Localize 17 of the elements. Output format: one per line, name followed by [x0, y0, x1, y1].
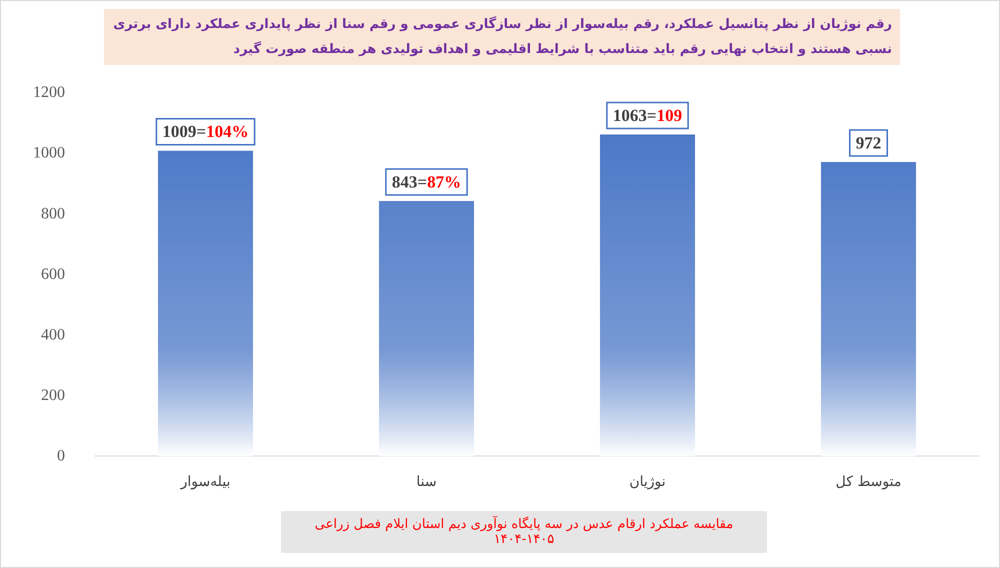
text: مقایسه عملکرد ارقام عدس در سه پایگاه نوآوری دیم استان ایلام فصل زراعی ۱۴۰۵-۱۴۰۴	[281, 511, 767, 553]
y-tick-label: 1200	[33, 84, 65, 102]
x-tick-label: سنا	[416, 474, 437, 490]
chart-title: رقم نوژیان از نظر پتانسیل عملکرد، رقم بیله‌سوار از نظر سازگاری عمومی و رقم سنا از نظر پایداری عملکرد دارای برتری نسبی هستند و انتخاب نهایی رقم باید متناسب با شرایط اقلیمی و اهداف تولیدی هر منطقه صورت گیرد	[104, 9, 900, 65]
y-tick-label: 1000	[33, 144, 65, 162]
y-tick-label: 800	[41, 205, 65, 222]
x-tick-label: متوسط کل	[836, 474, 902, 490]
data-label: 1063=109	[612, 106, 682, 125]
data-label: 1009=104%	[162, 122, 249, 142]
x-tick-label: نوژیان	[629, 474, 666, 490]
data-label: 972	[856, 133, 882, 152]
y-tick-label: 0	[57, 447, 65, 464]
x-tick-label: بیله‌سوار	[180, 474, 230, 490]
data-label: 843=87%	[392, 172, 462, 192]
y-tick-label: 200	[41, 386, 65, 404]
y-tick-label: 400	[41, 326, 65, 344]
y-tick-label: 600	[41, 266, 65, 283]
